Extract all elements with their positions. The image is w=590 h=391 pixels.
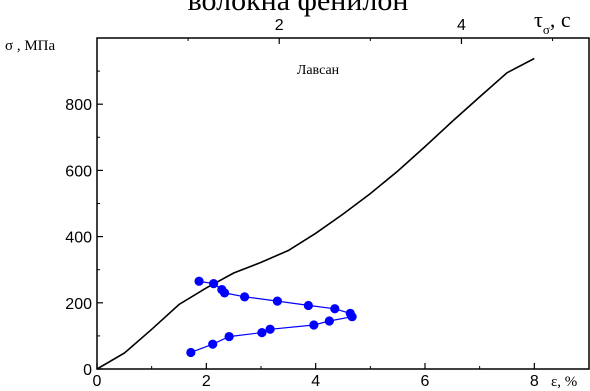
- bottom-axis-ticks: 0 2 4 6 8: [93, 363, 539, 390]
- x-tick-label: 2: [202, 373, 211, 390]
- data-point: [194, 276, 204, 286]
- x2-tick-label: 2: [275, 17, 284, 34]
- data-point: [347, 312, 357, 322]
- data-point: [324, 316, 334, 326]
- y-tick-label: 600: [65, 163, 92, 180]
- data-point: [224, 331, 234, 342]
- data-point: [265, 324, 275, 334]
- data-point: [240, 292, 250, 302]
- series-tau-points: [186, 276, 357, 358]
- top-axis-label-sub: σ: [543, 22, 550, 37]
- x-tick-label: 0: [93, 373, 102, 390]
- data-point: [186, 347, 196, 358]
- x2-tick-label: 4: [457, 17, 466, 34]
- data-point: [209, 279, 219, 289]
- y-tick-label: 400: [65, 230, 92, 247]
- data-point: [309, 320, 319, 330]
- left-axis-ticks: 0 200 400 600 800: [65, 70, 103, 379]
- data-point: [272, 296, 282, 306]
- y-tick-label: 0: [83, 362, 92, 379]
- series-lavsan-line: [96, 57, 535, 370]
- top-axis-label: τσ, с: [534, 7, 571, 37]
- data-point: [330, 304, 340, 314]
- data-point: [208, 339, 218, 349]
- data-point: [303, 300, 313, 311]
- y-tick-label: 800: [65, 97, 92, 114]
- chart-title: волокна фенилон: [188, 0, 409, 17]
- data-point: [257, 327, 267, 338]
- plot-area: [96, 37, 590, 370]
- x-axis-label: ε, %: [551, 374, 577, 390]
- top-axis-label-main: τ: [534, 7, 543, 32]
- x-tick-label: 4: [311, 373, 320, 390]
- x-tick-label: 6: [421, 373, 430, 390]
- y-axis-label: σ , МПа: [5, 38, 56, 54]
- x-tick-label: 8: [530, 373, 539, 390]
- y-tick-label: 200: [65, 296, 92, 313]
- data-point: [219, 288, 230, 298]
- lavsan-annotation: Лавсан: [297, 63, 340, 78]
- top-axis-label-unit: , с: [550, 7, 571, 32]
